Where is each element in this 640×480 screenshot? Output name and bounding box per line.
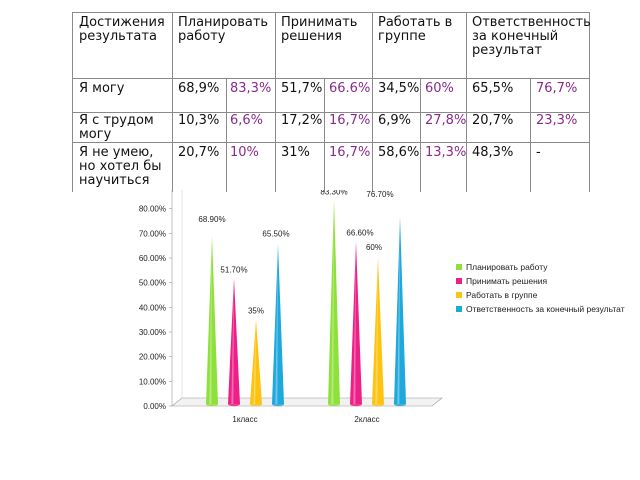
cone-bar	[328, 200, 340, 404]
cell-r0-c3: 66.6%	[329, 81, 371, 96]
cell-r1-c0: 10,3%	[178, 113, 220, 128]
cone-highlight	[375, 258, 378, 404]
cell-r1-c4: 6,9%	[378, 113, 412, 128]
row-label-can: Я могу	[79, 81, 125, 96]
y-tick-label: 80.00%	[139, 205, 166, 214]
cell-r0-c5: 60%	[425, 81, 454, 96]
cell-r1-c1: 6,6%	[230, 113, 264, 128]
cone-highlight	[275, 244, 278, 404]
y-tick-label: 40.00%	[139, 303, 166, 312]
legend-label-decide: Принимать решения	[466, 276, 548, 286]
x-category-label: 2класс	[354, 415, 379, 424]
legend-label-group: Работать в группе	[466, 290, 538, 300]
data-label: 66.60%	[346, 229, 373, 238]
cone-highlight	[253, 319, 256, 404]
cell-r1-c3: 16,7%	[329, 113, 371, 128]
data-label: 35%	[248, 307, 264, 316]
header-achievement: Достижения результата	[79, 15, 165, 44]
header-decide: Принимать решения	[281, 15, 358, 44]
y-tick-label: 50.00%	[139, 279, 166, 288]
cell-r2-c7: -	[536, 145, 541, 160]
header-responsibility: Ответственность за конечный результат	[472, 15, 591, 58]
results-table: Достижения результата Планировать работу…	[0, 0, 640, 200]
y-tick-label: 0.00%	[143, 402, 166, 411]
cell-r1-c7: 23,3%	[536, 113, 578, 128]
cell-r0-c4: 34,5%	[378, 81, 420, 96]
row-label-hard: Я с трудом могу	[79, 113, 154, 142]
cell-r0-c2: 51,7%	[281, 81, 323, 96]
header-group: Работать в группе	[378, 15, 453, 44]
data-label: 60%	[366, 243, 382, 252]
cell-r2-c2: 31%	[281, 145, 310, 160]
data-label: 76.70%	[366, 190, 393, 199]
cell-r0-c7: 76,7%	[536, 81, 578, 96]
y-tick-label: 70.00%	[139, 229, 166, 238]
cell-r2-c6: 48,3%	[472, 145, 514, 160]
cell-r1-c2: 17,2%	[281, 113, 323, 128]
cell-r2-c5: 13,3%	[425, 145, 467, 160]
y-tick-label: 20.00%	[139, 353, 166, 362]
cone-bar	[228, 278, 240, 404]
cell-r1-c6: 20,7%	[472, 113, 514, 128]
cone-bar	[250, 319, 262, 404]
cell-r1-c5: 27,8%	[425, 113, 467, 128]
data-label: 68.90%	[198, 215, 225, 224]
legend-swatch-decide	[456, 278, 462, 284]
cone-chart: 0.00% 10.00% 20.00% 30.00% 40.00% 50.00% 60.00…	[115, 190, 640, 480]
cone-highlight	[353, 241, 356, 404]
data-label: 83.30%	[320, 190, 347, 197]
legend-item-decide: Принимать решения	[456, 276, 636, 287]
cone-bar	[272, 244, 284, 404]
y-tick-label: 10.00%	[139, 377, 166, 386]
cell-r2-c3: 16,7%	[329, 145, 371, 160]
y-tick-label: 60.00%	[139, 254, 166, 263]
cone-bar	[372, 258, 384, 404]
cell-r2-c0: 20,7%	[178, 145, 220, 160]
chart-legend: Планировать работу Принимать решения Раб…	[456, 262, 636, 318]
legend-label-responsibility: Ответственность за конечный результат	[466, 304, 625, 314]
cell-r2-c4: 58,6%	[378, 145, 420, 160]
header-plan: Планировать работу	[178, 15, 269, 44]
cell-r0-c6: 65,5%	[472, 81, 514, 96]
legend-item-responsibility: Ответственность за конечный результат	[456, 304, 636, 315]
cone-bar	[350, 241, 362, 404]
legend-swatch-group	[456, 292, 462, 298]
row-label-cannot: Я не умею, но хотел бы научиться	[79, 145, 162, 188]
data-label: 51.70%	[220, 265, 247, 274]
cone-highlight	[331, 200, 334, 404]
cone-highlight	[231, 278, 234, 404]
y-tick-label: 30.00%	[139, 328, 166, 337]
legend-item-plan: Планировать работу	[456, 262, 636, 273]
x-category-label: 1класс	[232, 415, 257, 424]
legend-swatch-plan	[456, 264, 462, 270]
cone-bar	[394, 216, 406, 404]
legend-swatch-responsibility	[456, 306, 462, 312]
cone-bar	[206, 236, 218, 404]
cell-r2-c1: 10%	[230, 145, 259, 160]
cell-r0-c1: 83,3%	[230, 81, 272, 96]
data-label: 65.50%	[262, 229, 289, 238]
legend-label-plan: Планировать работу	[466, 262, 548, 272]
chart-canvas: 0.00% 10.00% 20.00% 30.00% 40.00% 50.00% 60.00…	[139, 190, 443, 424]
legend-item-group: Работать в группе	[456, 290, 636, 301]
cell-r0-c0: 68,9%	[178, 81, 220, 96]
